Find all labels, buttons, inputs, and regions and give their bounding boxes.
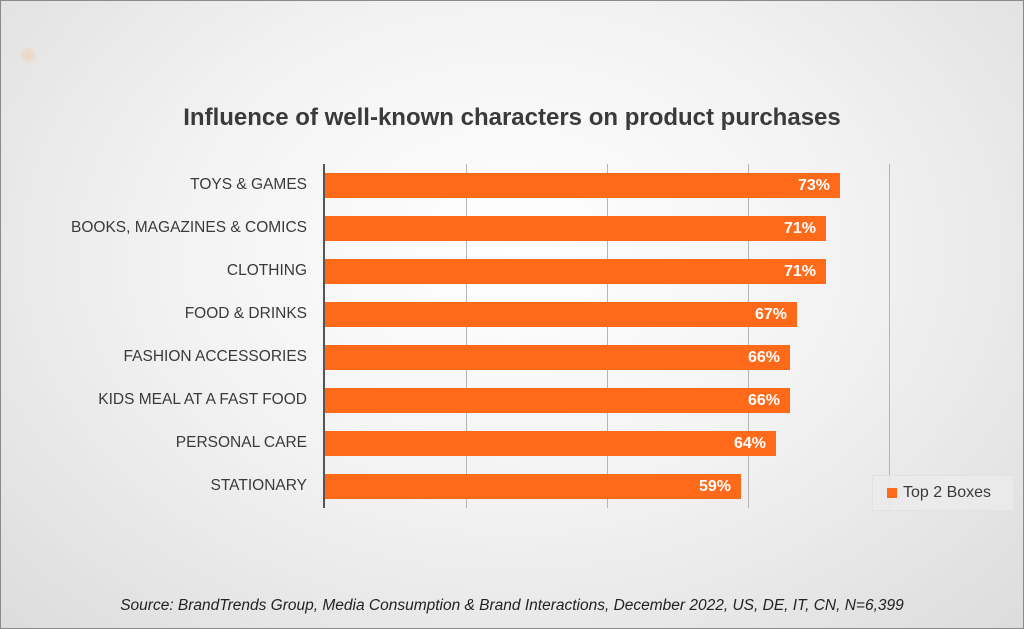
gridline-80: [889, 164, 890, 508]
bar-value-label: 59%: [698, 478, 731, 495]
source-note: Source: BrandTrends Group, Media Consump…: [120, 597, 904, 614]
category-label: PERSONAL CARE: [175, 434, 307, 451]
bar: [325, 388, 790, 413]
gridline-20: [466, 164, 467, 508]
category-label: CLOTHING: [226, 262, 307, 279]
legend-label: Top 2 Boxes: [903, 484, 992, 501]
gridline-60: [748, 164, 749, 508]
bar-value-label: 73%: [797, 177, 830, 194]
category-label: KIDS MEAL AT A FAST FOOD: [98, 391, 307, 408]
legend: Top 2 Boxes: [872, 475, 1014, 511]
bar: [325, 216, 826, 241]
bar-value-label: 71%: [783, 220, 816, 237]
category-label: TOYS & GAMES: [190, 176, 307, 193]
gridline-40: [607, 164, 608, 508]
bar-value-label: 67%: [754, 306, 787, 323]
category-label: FASHION ACCESSORIES: [123, 348, 307, 365]
bar-value-label: 71%: [783, 263, 816, 280]
bar-value-label: 64%: [733, 435, 766, 452]
bar: [325, 474, 741, 499]
bar: [325, 345, 790, 370]
bar: [325, 302, 797, 327]
bar: [325, 431, 776, 456]
category-label: STATIONARY: [210, 477, 307, 494]
bar: [325, 259, 826, 284]
bar-value-label: 66%: [747, 349, 780, 366]
category-axis: [323, 164, 325, 508]
category-label: FOOD & DRINKS: [184, 305, 307, 322]
legend-swatch: [887, 488, 897, 498]
chart-title: Influence of well-known characters on pr…: [183, 104, 841, 131]
category-label: BOOKS, MAGAZINES & COMICS: [71, 219, 307, 236]
bar: [325, 173, 840, 198]
logo-mark: [20, 47, 36, 63]
bar-value-label: 66%: [747, 392, 780, 409]
